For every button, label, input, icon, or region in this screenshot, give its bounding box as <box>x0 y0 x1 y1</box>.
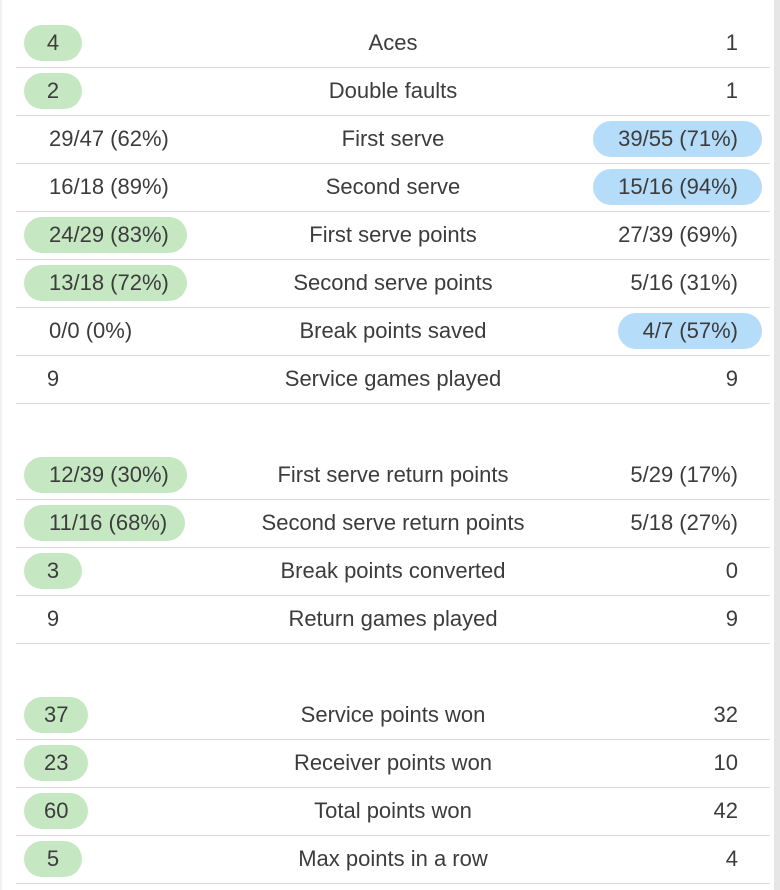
stats-section: Service points won 37 32 Receiver points wo… <box>16 692 770 884</box>
stat-label: Double faults <box>328 78 458 103</box>
player1-stat-value: 12/39 (30%) <box>24 457 187 493</box>
stat-row: Service games played 9 9 <box>16 356 770 404</box>
player2-stat-value: 4 <box>725 846 738 871</box>
player1-stat-value: 24/29 (83%) <box>24 217 187 253</box>
stat-label: Max points in a row <box>298 846 488 871</box>
stat-label: Return games played <box>288 606 498 631</box>
stat-row: First serve 29/47 (62%) 39/55 (71%) <box>16 116 770 164</box>
player1-stat-value: 23 <box>24 745 89 781</box>
player2-stat-value: 42 <box>713 798 738 823</box>
player1-stat-value: 13/18 (72%) <box>24 265 187 301</box>
stat-row: Second serve return points 11/16 (68%) 5/1… <box>16 500 770 548</box>
player2-stat-value: 4/7 (57%) <box>617 313 762 349</box>
player2-stat-value: 9 <box>725 606 738 631</box>
player1-stat-value: 16/18 (89%) <box>49 174 169 199</box>
stat-row: Double faults 2 1 <box>16 68 770 116</box>
player1-stat-value: 5 <box>24 841 82 877</box>
stat-label: Break points saved <box>299 318 487 343</box>
stat-row: Receiver points won 23 10 <box>16 740 770 788</box>
player2-stat-value: 1 <box>725 78 738 103</box>
player1-stat-value: 2 <box>24 73 82 109</box>
stat-row: Aces 4 1 <box>16 20 770 68</box>
stat-row: Second serve points 13/18 (72%) 5/16 (31%) <box>16 260 770 308</box>
stat-row: Service points won 37 32 <box>16 692 770 740</box>
stats-section: Aces 4 1 Double faults 2 1 First serve 29/47 (6… <box>16 20 770 404</box>
stat-row: Second serve 16/18 (89%) 15/16 (94%) <box>16 164 770 212</box>
player1-stat-value: 4 <box>24 25 82 61</box>
stat-label: First serve points <box>309 222 477 247</box>
stat-label: First serve return points <box>277 462 509 487</box>
stat-row: Break points saved 0/0 (0%) 4/7 (57%) <box>16 308 770 356</box>
player2-stat-value: 10 <box>713 750 738 775</box>
player2-stat-value: 9 <box>725 366 738 391</box>
player1-stat-value: 9 <box>46 366 60 391</box>
stat-label: Aces <box>368 30 418 55</box>
match-statistics-table: Aces 4 1 Double faults 2 1 First serve 29/47 (6… <box>16 20 770 884</box>
stat-row: Return games played 9 9 <box>16 596 770 644</box>
player1-stat-value: 60 <box>24 793 89 829</box>
stat-row: Total points won 60 42 <box>16 788 770 836</box>
stat-label: Break points converted <box>280 558 506 583</box>
stat-row: First serve points 24/29 (83%) 27/39 (69%) <box>16 212 770 260</box>
player1-stat-value: 0/0 (0%) <box>49 318 133 343</box>
stat-row: First serve return points 12/39 (30%) 5/29… <box>16 452 770 500</box>
stat-label: Service games played <box>284 366 502 391</box>
player2-stat-value: 5/16 (31%) <box>630 270 738 295</box>
player2-stat-value: 39/55 (71%) <box>593 121 762 157</box>
stat-label: Second serve return points <box>261 510 525 535</box>
player1-stat-value: 9 <box>46 606 60 631</box>
left-edge <box>0 0 2 890</box>
stat-label: Service points won <box>300 702 486 727</box>
player2-stat-value: 1 <box>725 30 738 55</box>
stat-label: Receiver points won <box>293 750 493 775</box>
stats-section: First serve return points 12/39 (30%) 5/29… <box>16 452 770 644</box>
stat-label: Second serve points <box>293 270 493 295</box>
stat-label: Total points won <box>314 798 472 823</box>
player1-stat-value: 37 <box>24 697 89 733</box>
player2-stat-value: 5/18 (27%) <box>630 510 738 535</box>
player2-stat-value: 15/16 (94%) <box>593 169 762 205</box>
scrollbar-track[interactable] <box>774 0 780 890</box>
player1-stat-value: 29/47 (62%) <box>49 126 169 151</box>
player2-stat-value: 32 <box>713 702 738 727</box>
player1-stat-value: 11/16 (68%) <box>24 505 186 541</box>
player2-stat-value: 5/29 (17%) <box>630 462 738 487</box>
stat-row: Break points converted 3 0 <box>16 548 770 596</box>
player2-stat-value: 0 <box>725 558 738 583</box>
player2-stat-value: 27/39 (69%) <box>618 222 738 247</box>
player1-stat-value: 3 <box>24 553 82 589</box>
stat-label: Second serve <box>325 174 461 199</box>
stat-label: First serve <box>341 126 445 151</box>
stat-row: Max points in a row 5 4 <box>16 836 770 884</box>
